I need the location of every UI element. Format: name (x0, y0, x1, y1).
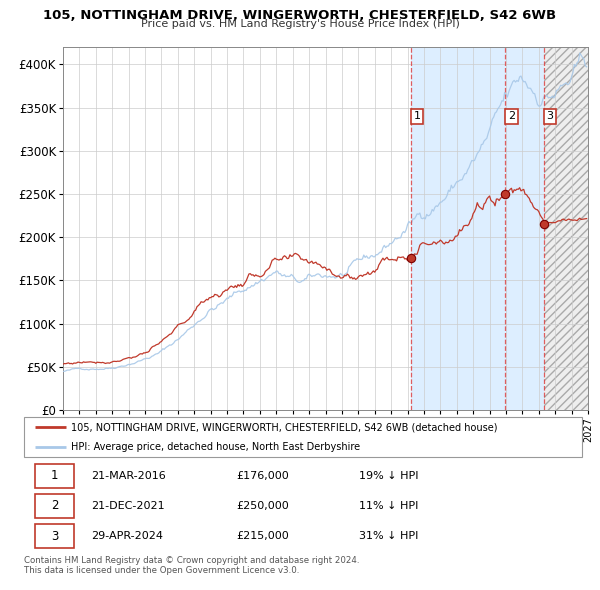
Text: 21-MAR-2016: 21-MAR-2016 (91, 471, 166, 481)
Text: 19% ↓ HPI: 19% ↓ HPI (359, 471, 418, 481)
Bar (411, 47, 544, 410)
Text: 105, NOTTINGHAM DRIVE, WINGERWORTH, CHESTERFIELD, S42 6WB: 105, NOTTINGHAM DRIVE, WINGERWORTH, CHES… (43, 9, 557, 22)
Text: 1: 1 (413, 112, 421, 122)
Text: 105, NOTTINGHAM DRIVE, WINGERWORTH, CHESTERFIELD, S42 6WB (detached house): 105, NOTTINGHAM DRIVE, WINGERWORTH, CHES… (71, 422, 498, 432)
Text: 3: 3 (547, 112, 554, 122)
Text: Contains HM Land Registry data © Crown copyright and database right 2024.
This d: Contains HM Land Registry data © Crown c… (24, 556, 359, 575)
FancyBboxPatch shape (35, 524, 74, 548)
Text: 31% ↓ HPI: 31% ↓ HPI (359, 531, 418, 541)
Text: 2: 2 (51, 499, 58, 513)
Text: 1: 1 (51, 469, 58, 482)
Text: 3: 3 (51, 530, 58, 543)
Text: 11% ↓ HPI: 11% ↓ HPI (359, 501, 418, 511)
Text: 21-DEC-2021: 21-DEC-2021 (91, 501, 164, 511)
Text: £176,000: £176,000 (236, 471, 289, 481)
Text: HPI: Average price, detached house, North East Derbyshire: HPI: Average price, detached house, Nort… (71, 442, 361, 452)
Text: 2: 2 (508, 112, 515, 122)
FancyBboxPatch shape (35, 464, 74, 487)
Text: 29-APR-2024: 29-APR-2024 (91, 531, 163, 541)
Text: £250,000: £250,000 (236, 501, 289, 511)
FancyBboxPatch shape (35, 494, 74, 518)
Bar (544, 47, 588, 410)
Text: Price paid vs. HM Land Registry's House Price Index (HPI): Price paid vs. HM Land Registry's House … (140, 19, 460, 29)
Text: £215,000: £215,000 (236, 531, 289, 541)
